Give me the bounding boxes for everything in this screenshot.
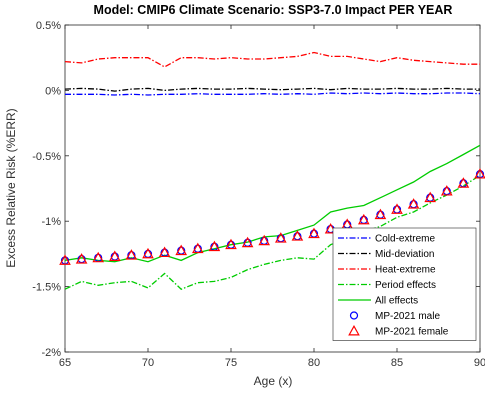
data-point-mp-2021-female xyxy=(274,232,287,243)
chart-title: Model: CMIP6 Climate Scenario: SSP3-7.0 … xyxy=(94,3,453,17)
series-line-mid-deviation xyxy=(64,87,480,92)
data-point-mp-2021-female xyxy=(474,168,485,179)
data-point-mp-2021-female xyxy=(391,203,403,214)
y-tick-label: 0% xyxy=(45,85,61,97)
data-point-mp-2021-female xyxy=(308,227,320,239)
plot-frame xyxy=(64,24,481,353)
legend-label-mp-2021-female: MP-2021 female xyxy=(375,327,449,338)
data-point-mp-2021-female xyxy=(191,242,204,254)
legend-label-cold-extreme: Cold-extreme xyxy=(375,234,435,245)
data-point-mp-2021-female xyxy=(59,254,71,265)
data-point-mp-2021-female xyxy=(175,244,188,256)
y-tick-label: -1.5% xyxy=(32,282,61,294)
data-point-mp-2021-female xyxy=(291,230,304,241)
series-line-heat-extreme xyxy=(64,51,480,68)
series-line-period-effects xyxy=(64,174,481,290)
x-axis-label: Age (x) xyxy=(254,374,293,388)
y-axis-label: Excess Relative Risk (%ERR) xyxy=(4,108,18,267)
legend-label-mp-2021-male: MP-2021 male xyxy=(375,311,440,322)
data-point-mp-2021-female xyxy=(241,236,254,248)
y-tick-label: -0.5% xyxy=(32,151,61,163)
y-tick-label: 0.5% xyxy=(36,20,61,32)
x-tick-label: 65 xyxy=(59,357,71,369)
data-point-mp-2021-female xyxy=(208,240,221,252)
y-tick-label: -1% xyxy=(41,216,61,228)
y-tick-label: -2% xyxy=(41,347,61,359)
legend-box xyxy=(332,227,477,341)
data-point-mp-2021-female xyxy=(75,253,88,264)
data-point-mp-2021-female xyxy=(225,238,237,250)
legend-label-heat-extreme: Heat-extreme xyxy=(375,265,436,276)
data-point-mp-2021-female xyxy=(457,177,470,188)
legend-label-period-effects: Period effects xyxy=(375,280,436,291)
x-tick-label: 90 xyxy=(474,357,485,369)
legend-swatch-mp-2021-female xyxy=(348,324,360,336)
x-tick-label: 85 xyxy=(391,357,403,369)
x-tick-label: 70 xyxy=(142,357,154,369)
x-tick-label: 80 xyxy=(308,357,320,369)
data-point-mp-2021-female xyxy=(158,246,171,258)
series-line-cold-extreme xyxy=(65,92,481,96)
data-point-mp-2021-female xyxy=(258,234,271,246)
data-point-mp-2021-female xyxy=(142,247,154,259)
legend-swatch-mp-2021-male xyxy=(349,311,359,320)
data-point-mp-2021-female xyxy=(440,185,453,196)
legend-label-all-effects: All effects xyxy=(375,296,418,307)
data-point-mp-2021-female xyxy=(108,250,121,261)
data-point-mp-2021-female xyxy=(407,198,420,209)
legend: Cold-extreme Mid-deviation Heat-extreme Per… xyxy=(332,227,477,341)
data-point-mp-2021-female xyxy=(357,213,370,225)
data-point-mp-2021-female xyxy=(374,208,387,220)
data-point-mp-2021-female xyxy=(125,249,138,260)
legend-label-mid-deviation: Mid-deviation xyxy=(375,249,434,260)
data-point-mp-2021-female xyxy=(92,251,105,263)
data-point-mp-2021-female xyxy=(424,191,437,203)
axis-ticks: 65 70 75 80 85 90 0.5% 0% -0.5% -1% -1.5% -2% xyxy=(32,20,485,369)
x-tick-label: 75 xyxy=(225,357,237,369)
